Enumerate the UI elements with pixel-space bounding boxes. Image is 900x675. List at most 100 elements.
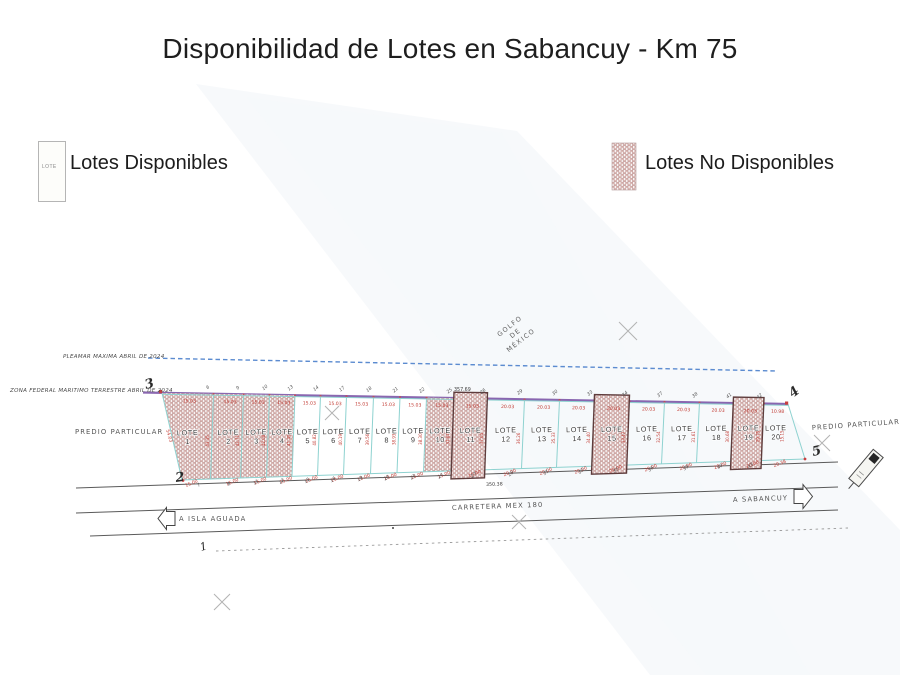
- vertex-top-41: 41: [725, 392, 733, 400]
- dim-depth-19: 29.75: [756, 430, 761, 442]
- highway-line: [89, 509, 839, 537]
- vertex-bottom-15: 15: [303, 477, 311, 485]
- divider-tick: [372, 395, 375, 398]
- dim-depth-3: 42.08: [261, 434, 266, 446]
- vertex-bottom-8: 8: [226, 481, 232, 488]
- dim-top-10: 15.03: [435, 403, 448, 409]
- left-depth-dim: 54.03: [164, 429, 174, 443]
- lot-label-num-15: 15: [607, 434, 617, 443]
- dim-depth-20: 15.15: [780, 430, 785, 442]
- lot-label-word-18: LOTE: [705, 424, 727, 434]
- lot-label-word-9: LOTE: [402, 426, 424, 436]
- point-marker: [803, 457, 807, 461]
- dim-bottom-18: 20.00: [713, 461, 728, 472]
- legend-swatch-lote-text: LOTE: [42, 164, 57, 170]
- page-title: Disponibilidad de Lotes en Sabancuy - Km…: [162, 33, 738, 64]
- vertex-bottom-27: 27: [470, 471, 478, 479]
- predio-left-label: PREDIO PARTICULAR: [75, 428, 163, 436]
- lot-label-word-15: LOTE: [601, 424, 623, 434]
- vertex-bottom-24: 24: [437, 472, 445, 480]
- dim-bottom-13: 20.00: [539, 466, 554, 477]
- vertex-bottom-39: 39: [682, 464, 690, 472]
- to-isla-aguada-label: A ISLA AGUADA: [179, 515, 246, 523]
- lot-cell-1: [162, 393, 214, 480]
- point-marker: [181, 479, 185, 482]
- lot-label-num-2: 2: [226, 437, 231, 446]
- dim-bottom-9: 15.00: [410, 471, 425, 482]
- lot-label-num-17: 17: [677, 433, 687, 442]
- divider-tick: [523, 398, 526, 401]
- divider-tick: [319, 394, 322, 397]
- lot-divider: [343, 396, 347, 475]
- dim-depth-4: 41.45: [287, 434, 292, 446]
- lot-label-num-7: 7: [358, 436, 363, 445]
- vertex-bottom-40: 40: [716, 463, 724, 471]
- vertex-top-21: 21: [392, 386, 400, 394]
- dim-bottom-12: 20.00: [503, 468, 518, 479]
- predio-right-label: PREDIO PARTICULAR: [812, 418, 900, 432]
- dim-top-4: 15.03: [277, 400, 290, 406]
- survey-cross-icon: [618, 321, 638, 341]
- lot-label-word-2: LOTE: [217, 428, 239, 438]
- to-sabancuy-label: A SABANCUY: [733, 494, 788, 504]
- survey-point-markers: [159, 390, 807, 482]
- dim-top-20: 10.98: [771, 409, 784, 415]
- vertex-top-17: 17: [338, 385, 346, 393]
- small-dot-mark: [392, 527, 394, 529]
- lot-label-word-10: LOTE: [429, 426, 451, 436]
- divider-tick: [399, 396, 401, 399]
- lot-divider: [396, 397, 401, 473]
- divider-tick: [558, 399, 561, 401]
- lot-label-num-1: 1: [185, 437, 190, 446]
- zofemat-label: ZONA FEDERAL MARITIMO TERRESTRE ABRIL DE…: [9, 388, 173, 394]
- lot-label-num-14: 14: [572, 434, 582, 443]
- dim-top-19: 20.03: [744, 408, 757, 414]
- vertex-bottom-36: 36: [647, 465, 655, 473]
- lot-label-num-4: 4: [280, 436, 285, 445]
- vertex-top-29: 29: [516, 388, 524, 396]
- lot-label-num-8: 8: [384, 435, 389, 444]
- dim-top-7: 15.03: [355, 401, 368, 407]
- lots-strip: LOTE115.0315.0043.35LOTE215.0315.0042.71…: [161, 384, 806, 489]
- lot-label-num-16: 16: [642, 433, 652, 442]
- legend-available-swatch: LOTE: [38, 141, 66, 202]
- vertex-bottom-35: 35: [612, 466, 620, 474]
- dim-top-17: 20.03: [677, 407, 690, 413]
- dim-bottom-20: 20.38: [773, 459, 788, 470]
- vertex-bottom-11: 11: [252, 478, 260, 486]
- dim-top-11: 15.03: [466, 403, 479, 409]
- highway-line: [75, 486, 839, 514]
- dim-depth-5: 40.82: [312, 434, 317, 446]
- dim-top-13: 20.03: [537, 405, 550, 411]
- lot-label-word-6: LOTE: [322, 427, 344, 437]
- dim-top-18: 20.03: [711, 408, 724, 414]
- dim-bottom-7: 15.00: [357, 473, 372, 484]
- vertex-bottom-12: 12: [278, 477, 286, 485]
- isla-aguada-arrow-icon: [157, 506, 176, 531]
- dim-top-8: 15.03: [382, 402, 395, 408]
- dim-bottom-19: 20.00: [745, 459, 760, 470]
- lot-label-word-13: LOTE: [531, 425, 553, 435]
- dim-depth-14: 34.40: [586, 432, 591, 444]
- dim-bottom-6: 15.00: [330, 473, 345, 484]
- lot-divider: [370, 396, 374, 474]
- lot-divider: [240, 394, 244, 479]
- dim-top-2: 15.03: [223, 399, 236, 405]
- divider-tick: [425, 396, 428, 399]
- vertex-bottom-32: 32: [577, 467, 585, 475]
- lot-cell-2: [210, 393, 244, 480]
- divider-tick: [698, 401, 701, 404]
- vertex-top-14: 14: [312, 384, 320, 392]
- legend-available-label: Lotes Disponibles: [70, 152, 228, 174]
- point-label-2: 2: [173, 470, 185, 486]
- lot-cell-15: [590, 393, 631, 475]
- dim-top-15: 20.03: [607, 406, 620, 412]
- dim-depth-8: 38.93: [392, 433, 397, 445]
- legend-unavailable-swatch: [611, 142, 637, 191]
- dim-top-12: 20.03: [501, 404, 514, 410]
- lot-label-word-20: LOTE: [765, 423, 787, 433]
- total-top-dim: 357.69: [454, 387, 471, 393]
- lot-label-word-7: LOTE: [349, 426, 371, 436]
- dim-top-14: 20.03: [572, 405, 585, 411]
